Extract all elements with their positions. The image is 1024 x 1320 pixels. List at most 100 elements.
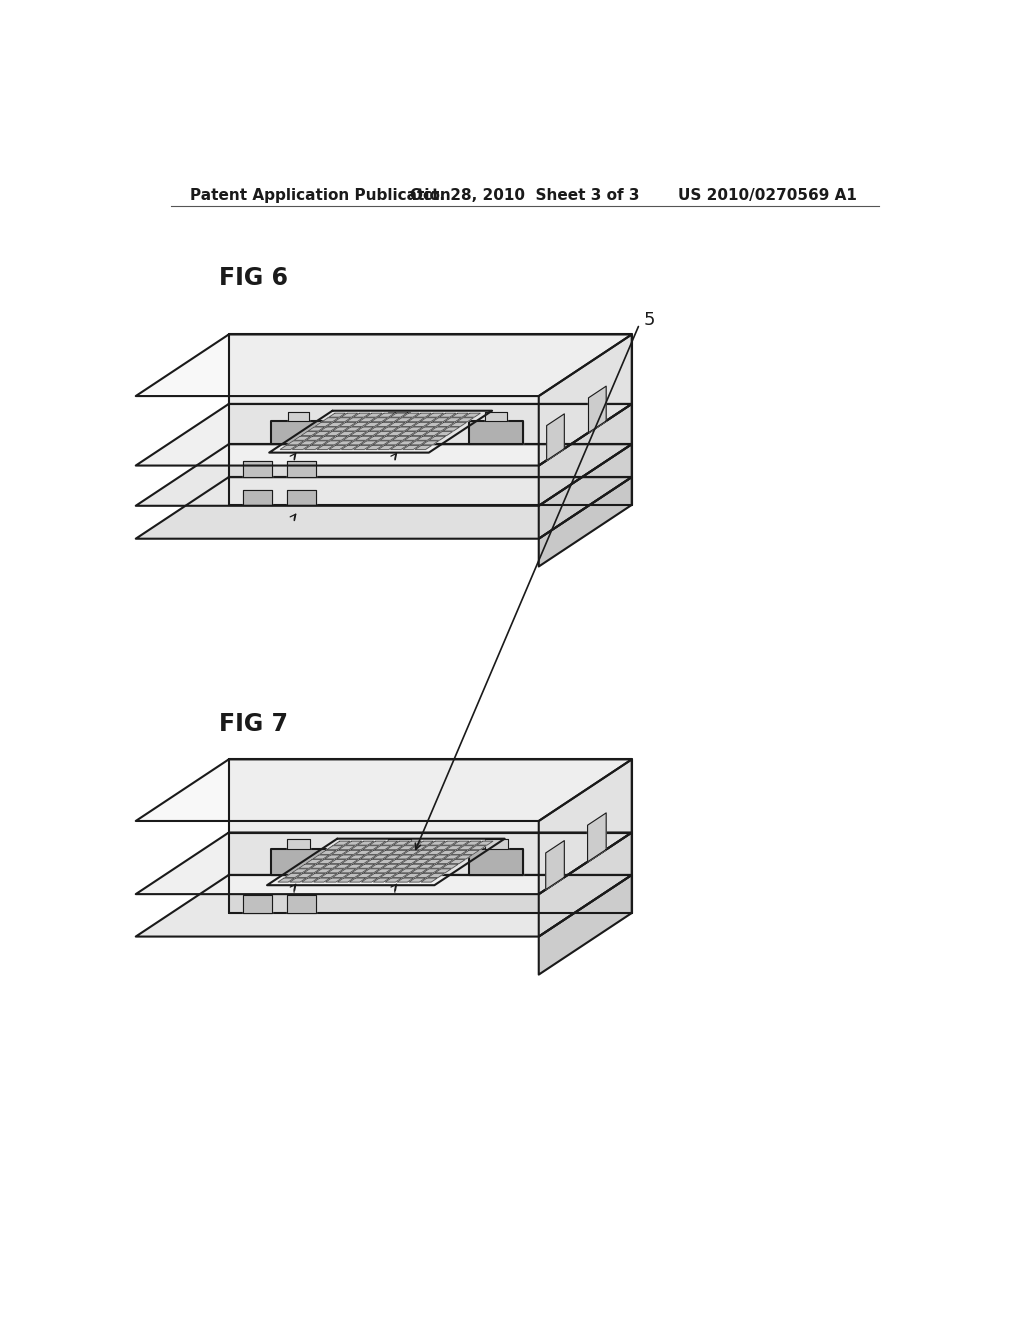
Polygon shape — [451, 850, 467, 854]
Polygon shape — [409, 855, 424, 859]
Polygon shape — [345, 874, 360, 878]
Polygon shape — [382, 428, 398, 430]
Polygon shape — [398, 846, 415, 850]
Polygon shape — [228, 759, 632, 833]
Polygon shape — [337, 855, 353, 859]
Polygon shape — [278, 878, 294, 882]
Polygon shape — [311, 441, 328, 445]
Polygon shape — [342, 446, 357, 449]
Polygon shape — [390, 446, 407, 449]
Polygon shape — [407, 428, 423, 430]
Polygon shape — [357, 841, 374, 845]
Polygon shape — [403, 850, 420, 854]
Polygon shape — [376, 869, 391, 873]
Polygon shape — [243, 461, 272, 477]
Polygon shape — [136, 477, 632, 539]
Polygon shape — [326, 878, 342, 882]
Polygon shape — [343, 437, 359, 441]
Polygon shape — [547, 414, 564, 461]
Polygon shape — [437, 422, 454, 426]
Polygon shape — [444, 418, 461, 422]
Polygon shape — [406, 841, 422, 845]
Polygon shape — [292, 869, 308, 873]
Polygon shape — [368, 437, 384, 441]
Polygon shape — [432, 418, 449, 422]
Polygon shape — [321, 874, 337, 878]
Polygon shape — [285, 874, 301, 878]
Polygon shape — [437, 859, 453, 863]
Polygon shape — [395, 418, 412, 422]
Polygon shape — [412, 869, 427, 873]
Polygon shape — [304, 869, 319, 873]
Polygon shape — [442, 865, 458, 869]
Polygon shape — [366, 859, 382, 863]
Polygon shape — [380, 874, 396, 878]
Polygon shape — [539, 445, 632, 539]
Polygon shape — [297, 874, 313, 878]
Polygon shape — [319, 850, 336, 854]
Polygon shape — [338, 878, 353, 882]
Polygon shape — [419, 428, 435, 430]
Polygon shape — [328, 869, 344, 873]
Polygon shape — [366, 413, 382, 417]
Polygon shape — [306, 437, 323, 441]
Polygon shape — [377, 422, 393, 426]
Text: 3: 3 — [595, 446, 607, 463]
Polygon shape — [399, 869, 416, 873]
Polygon shape — [315, 422, 332, 426]
Polygon shape — [421, 878, 437, 882]
Polygon shape — [228, 477, 632, 506]
Polygon shape — [414, 859, 429, 863]
Polygon shape — [401, 859, 418, 863]
Polygon shape — [362, 846, 379, 850]
Polygon shape — [427, 850, 443, 854]
Polygon shape — [415, 446, 431, 449]
Polygon shape — [429, 437, 445, 441]
Polygon shape — [383, 418, 399, 422]
Polygon shape — [449, 859, 465, 863]
Polygon shape — [136, 833, 632, 894]
Polygon shape — [458, 846, 474, 850]
Text: 1: 1 — [390, 465, 401, 482]
Polygon shape — [368, 850, 384, 854]
Polygon shape — [346, 418, 362, 422]
Polygon shape — [358, 865, 375, 869]
Polygon shape — [308, 428, 325, 430]
Polygon shape — [380, 850, 395, 854]
Polygon shape — [432, 855, 449, 859]
Polygon shape — [358, 418, 375, 422]
Polygon shape — [333, 428, 349, 430]
Polygon shape — [371, 418, 387, 422]
Polygon shape — [385, 441, 401, 445]
Polygon shape — [441, 841, 457, 845]
Text: FIG 6: FIG 6 — [219, 265, 289, 290]
Polygon shape — [345, 428, 361, 430]
Polygon shape — [330, 859, 346, 863]
Polygon shape — [397, 878, 414, 882]
Polygon shape — [323, 865, 339, 869]
Polygon shape — [401, 422, 418, 426]
Polygon shape — [397, 441, 414, 445]
Polygon shape — [309, 874, 325, 878]
Polygon shape — [281, 446, 297, 449]
Polygon shape — [327, 846, 343, 850]
Polygon shape — [394, 865, 411, 869]
Polygon shape — [330, 446, 346, 449]
Polygon shape — [228, 445, 632, 477]
Text: 6: 6 — [289, 525, 300, 543]
Polygon shape — [469, 849, 523, 875]
Polygon shape — [387, 869, 403, 873]
Polygon shape — [392, 437, 409, 441]
Polygon shape — [422, 846, 438, 850]
Polygon shape — [422, 441, 438, 445]
Polygon shape — [342, 859, 357, 863]
Polygon shape — [136, 875, 632, 937]
Polygon shape — [387, 432, 403, 436]
Text: 5: 5 — [429, 426, 441, 445]
Polygon shape — [372, 421, 426, 445]
Text: US 2010/0270569 A1: US 2010/0270569 A1 — [678, 187, 856, 203]
Polygon shape — [370, 428, 386, 430]
Polygon shape — [336, 441, 352, 445]
Polygon shape — [299, 865, 315, 869]
Polygon shape — [539, 404, 632, 506]
